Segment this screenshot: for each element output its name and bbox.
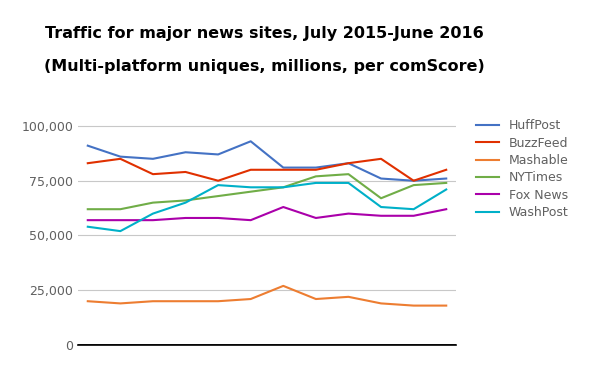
HuffPost xyxy=(215,152,222,157)
WashPost xyxy=(84,224,91,229)
Fox News xyxy=(182,216,189,220)
NYTimes xyxy=(443,181,450,185)
NYTimes xyxy=(280,185,287,190)
NYTimes xyxy=(247,190,254,194)
BuzzFeed xyxy=(312,168,319,172)
Mashable xyxy=(443,303,450,308)
HuffPost xyxy=(149,157,157,161)
Line: WashPost: WashPost xyxy=(88,183,446,231)
HuffPost xyxy=(247,139,254,144)
Fox News xyxy=(410,214,417,218)
Mashable xyxy=(345,295,352,299)
BuzzFeed xyxy=(280,168,287,172)
WashPost xyxy=(215,183,222,187)
WashPost xyxy=(280,185,287,190)
WashPost xyxy=(117,229,124,233)
WashPost xyxy=(247,185,254,190)
NYTimes xyxy=(215,194,222,198)
Mashable xyxy=(377,301,385,306)
NYTimes xyxy=(149,200,157,205)
BuzzFeed xyxy=(443,168,450,172)
HuffPost xyxy=(377,176,385,181)
Fox News xyxy=(280,205,287,209)
Text: (Multi-platform uniques, millions, per comScore): (Multi-platform uniques, millions, per c… xyxy=(44,59,484,74)
WashPost xyxy=(182,200,189,205)
BuzzFeed xyxy=(84,161,91,165)
NYTimes xyxy=(117,207,124,211)
NYTimes xyxy=(312,174,319,178)
Fox News xyxy=(312,216,319,220)
Line: NYTimes: NYTimes xyxy=(88,174,446,209)
Text: Traffic for major news sites, July 2015-June 2016: Traffic for major news sites, July 2015-… xyxy=(44,26,484,41)
HuffPost xyxy=(117,154,124,159)
NYTimes xyxy=(377,196,385,200)
Fox News xyxy=(117,218,124,222)
Fox News xyxy=(443,207,450,211)
HuffPost xyxy=(312,165,319,170)
HuffPost xyxy=(182,150,189,154)
BuzzFeed xyxy=(215,178,222,183)
Fox News xyxy=(149,218,157,222)
Line: Fox News: Fox News xyxy=(88,207,446,220)
BuzzFeed xyxy=(117,157,124,161)
WashPost xyxy=(410,207,417,211)
WashPost xyxy=(443,187,450,192)
Mashable xyxy=(84,299,91,303)
Mashable xyxy=(280,284,287,288)
BuzzFeed xyxy=(410,178,417,183)
Line: HuffPost: HuffPost xyxy=(88,141,446,181)
Fox News xyxy=(84,218,91,222)
BuzzFeed xyxy=(149,172,157,176)
BuzzFeed xyxy=(247,168,254,172)
BuzzFeed xyxy=(377,157,385,161)
Mashable xyxy=(149,299,157,303)
HuffPost xyxy=(443,176,450,181)
NYTimes xyxy=(182,198,189,203)
Fox News xyxy=(345,211,352,216)
WashPost xyxy=(377,205,385,209)
Line: Mashable: Mashable xyxy=(88,286,446,306)
HuffPost xyxy=(280,165,287,170)
WashPost xyxy=(312,181,319,185)
Legend: HuffPost, BuzzFeed, Mashable, NYTimes, Fox News, WashPost: HuffPost, BuzzFeed, Mashable, NYTimes, F… xyxy=(473,116,571,221)
HuffPost xyxy=(345,161,352,165)
Mashable xyxy=(247,297,254,301)
Mashable xyxy=(215,299,222,303)
NYTimes xyxy=(410,183,417,187)
Fox News xyxy=(215,216,222,220)
WashPost xyxy=(345,181,352,185)
Mashable xyxy=(117,301,124,306)
NYTimes xyxy=(345,172,352,176)
Fox News xyxy=(247,218,254,222)
Fox News xyxy=(377,214,385,218)
BuzzFeed xyxy=(182,170,189,174)
Mashable xyxy=(182,299,189,303)
HuffPost xyxy=(410,178,417,183)
WashPost xyxy=(149,211,157,216)
Mashable xyxy=(312,297,319,301)
NYTimes xyxy=(84,207,91,211)
BuzzFeed xyxy=(345,161,352,165)
Line: BuzzFeed: BuzzFeed xyxy=(88,159,446,181)
Mashable xyxy=(410,303,417,308)
HuffPost xyxy=(84,144,91,148)
